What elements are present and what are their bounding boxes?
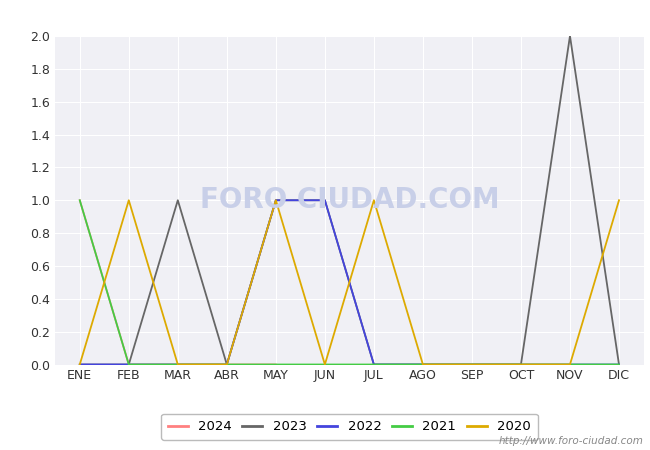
2020 bbox=[174, 362, 182, 367]
2023 bbox=[468, 362, 476, 367]
2023 bbox=[566, 33, 574, 39]
Line: 2024: 2024 bbox=[80, 200, 276, 364]
2024 bbox=[76, 198, 84, 203]
2024 bbox=[223, 362, 231, 367]
2022 bbox=[76, 362, 84, 367]
2020 bbox=[468, 362, 476, 367]
2021 bbox=[615, 362, 623, 367]
2022 bbox=[174, 362, 182, 367]
Text: FORO CIUDAD.COM: FORO CIUDAD.COM bbox=[200, 186, 499, 214]
2022 bbox=[223, 362, 231, 367]
2021 bbox=[272, 362, 280, 367]
2020 bbox=[419, 362, 427, 367]
2021 bbox=[566, 362, 574, 367]
2023 bbox=[615, 362, 623, 367]
Line: 2021: 2021 bbox=[80, 200, 619, 364]
2020 bbox=[615, 198, 623, 203]
2020 bbox=[272, 198, 280, 203]
Line: 2020: 2020 bbox=[80, 200, 619, 364]
Line: 2023: 2023 bbox=[80, 36, 619, 365]
2023 bbox=[174, 198, 182, 203]
2021 bbox=[321, 362, 329, 367]
2022 bbox=[370, 362, 378, 367]
2020 bbox=[370, 198, 378, 203]
2022 bbox=[125, 362, 133, 367]
2021 bbox=[174, 362, 182, 367]
2020 bbox=[321, 362, 329, 367]
2022 bbox=[517, 362, 525, 367]
2023 bbox=[125, 362, 133, 367]
2021 bbox=[125, 362, 133, 367]
2021 bbox=[76, 198, 84, 203]
2022 bbox=[566, 362, 574, 367]
2020 bbox=[223, 362, 231, 367]
2023 bbox=[76, 362, 84, 367]
2023 bbox=[517, 362, 525, 367]
2024 bbox=[125, 362, 133, 367]
Text: http://www.foro-ciudad.com: http://www.foro-ciudad.com bbox=[499, 436, 644, 446]
2022 bbox=[615, 362, 623, 367]
2020 bbox=[517, 362, 525, 367]
2022 bbox=[419, 362, 427, 367]
2023 bbox=[419, 362, 427, 367]
2023 bbox=[370, 362, 378, 367]
2020 bbox=[125, 198, 133, 203]
2021 bbox=[223, 362, 231, 367]
2021 bbox=[468, 362, 476, 367]
2020 bbox=[566, 362, 574, 367]
2024 bbox=[174, 362, 182, 367]
Line: 2022: 2022 bbox=[80, 200, 619, 364]
2023 bbox=[321, 198, 329, 203]
2023 bbox=[272, 198, 280, 203]
2021 bbox=[419, 362, 427, 367]
2020 bbox=[76, 362, 84, 367]
2022 bbox=[321, 198, 329, 203]
Legend: 2024, 2023, 2022, 2021, 2020: 2024, 2023, 2022, 2021, 2020 bbox=[161, 414, 538, 440]
2021 bbox=[370, 362, 378, 367]
2022 bbox=[272, 198, 280, 203]
2024 bbox=[272, 362, 280, 367]
Text: Matriculaciones de Vehiculos en Villanueva de Ávila: Matriculaciones de Vehiculos en Villanue… bbox=[92, 8, 558, 26]
2023 bbox=[223, 362, 231, 367]
2022 bbox=[468, 362, 476, 367]
2021 bbox=[517, 362, 525, 367]
